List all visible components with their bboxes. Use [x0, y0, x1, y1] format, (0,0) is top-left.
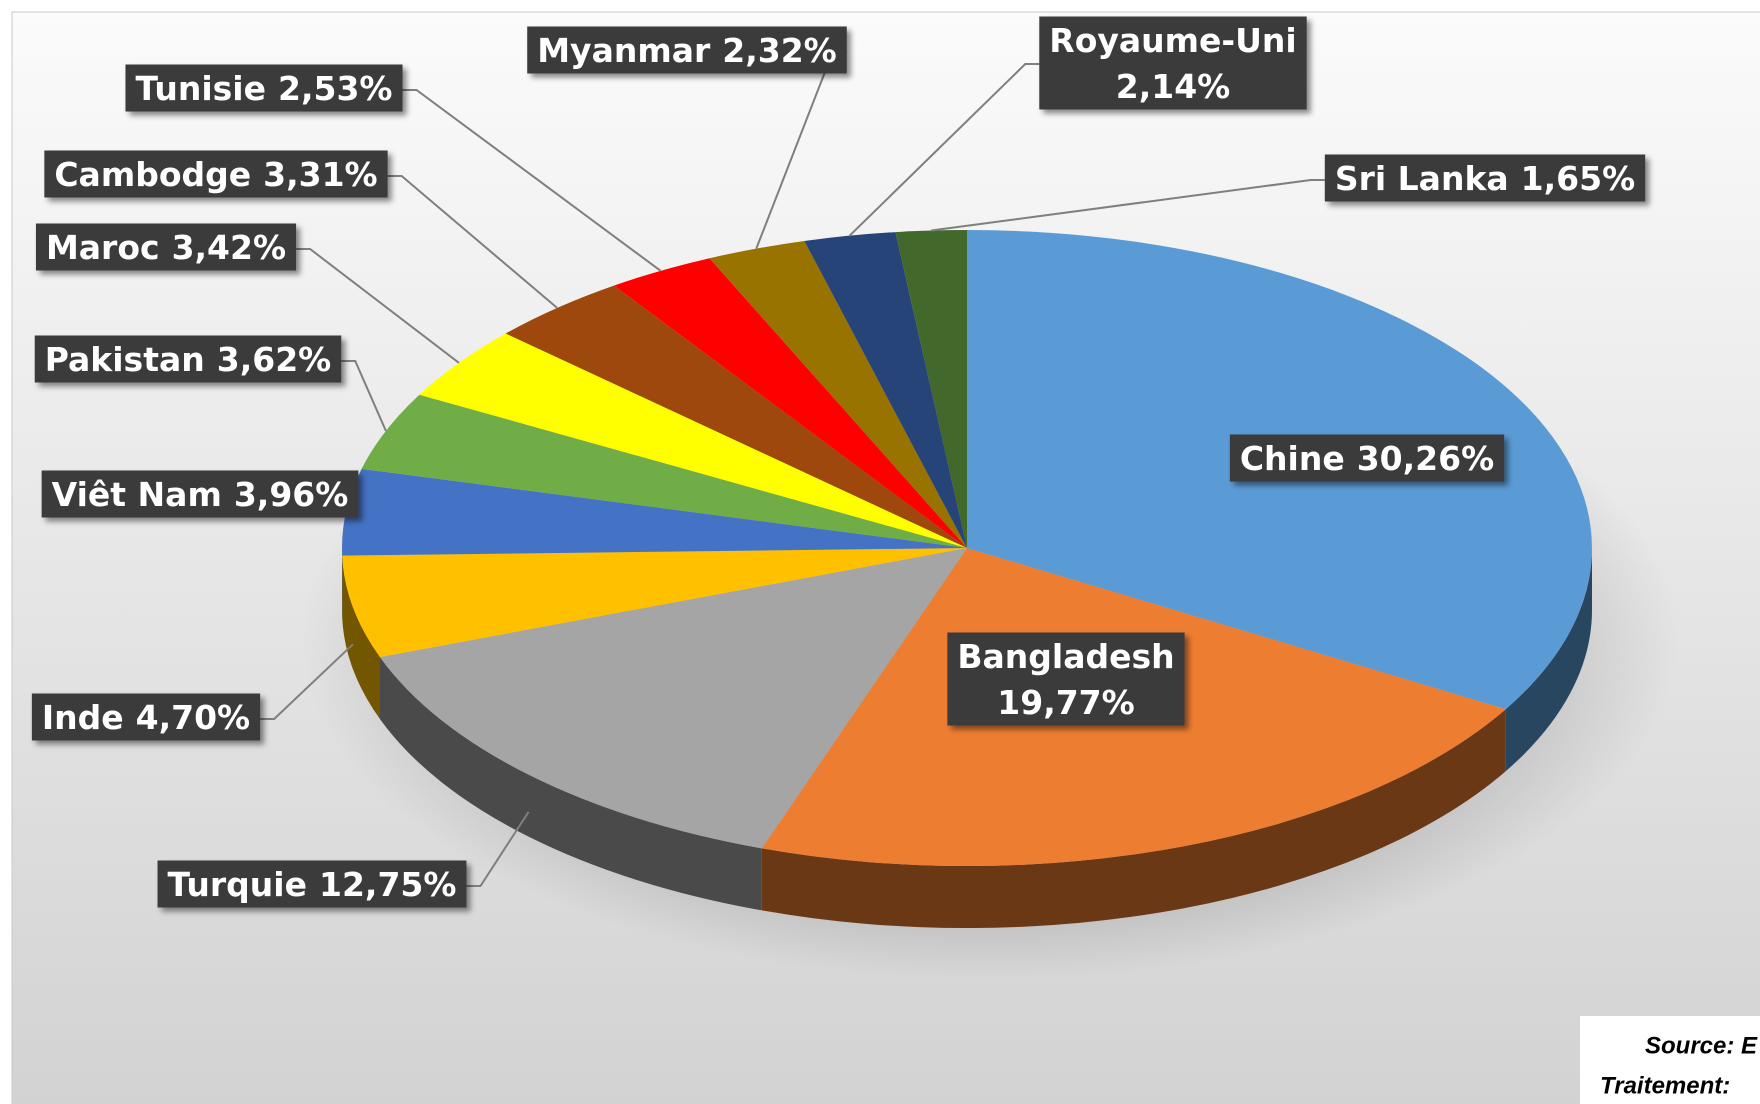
data-label: Pakistan 3,62% [34, 335, 342, 383]
slice [361, 394, 968, 548]
label-name: Sri Lanka [1335, 159, 1509, 198]
label-value: 2,14% [1116, 67, 1231, 106]
slice [505, 285, 967, 548]
data-label: Turquie 12,75% [157, 860, 467, 908]
label-name: Chine [1240, 439, 1345, 478]
label-box [1229, 434, 1505, 482]
leader-line [341, 360, 387, 432]
data-label: Maroc 3,42% [35, 223, 297, 271]
leader-line [931, 179, 1325, 232]
label-name: Pakistan [45, 340, 205, 379]
label-value: 3,62% [217, 340, 332, 379]
slice-side [1505, 548, 1592, 772]
data-label: Chine 30,26% [1229, 434, 1505, 482]
label-name: Myanmar [537, 31, 711, 70]
label-text: Maroc 3,42% [46, 228, 286, 267]
leader-line [260, 643, 354, 720]
label-value: 3,96% [234, 475, 349, 514]
slice-side [342, 555, 380, 720]
label-name: Tunisie [135, 69, 266, 108]
label-name: Viêt Nam [52, 475, 222, 514]
label-value: 3,42% [172, 228, 287, 267]
label-text: Myanmar 2,32% [537, 31, 837, 70]
label-text: Cambodge 3,31% [54, 155, 377, 194]
label-value: 4,70% [136, 698, 251, 737]
data-label: Tunisie 2,53% [125, 64, 403, 112]
slice-side [380, 657, 762, 911]
slice [380, 548, 967, 849]
label-value: 12,75% [319, 865, 456, 904]
label-box [947, 632, 1185, 726]
pie [342, 230, 1592, 929]
data-label: Inde 4,70% [31, 693, 261, 741]
data-label: Bangladesh 19,77% [947, 632, 1185, 726]
label-name: Turquie [168, 865, 307, 904]
data-label: Sri Lanka 1,65% [1324, 154, 1646, 202]
label-text: Turquie 12,75% [168, 865, 457, 904]
label-name: Maroc [46, 228, 160, 267]
leader-line [387, 175, 558, 309]
label-box [1324, 154, 1646, 202]
label-box [31, 693, 261, 741]
label-name: Bangladesh [957, 637, 1174, 676]
label-name: Cambodge [54, 155, 251, 194]
labels: Chine 30,26% Bangladesh 19,77% Turquie 12,75%… [31, 16, 1646, 908]
label-box [44, 150, 388, 198]
leader-line [466, 811, 530, 887]
label-name: Inde [42, 698, 124, 737]
slice [895, 230, 967, 548]
label-box [34, 335, 342, 383]
label-text: Royaume-Uni 2,14% [1049, 21, 1296, 106]
label-text: Pakistan 3,62% [45, 340, 332, 379]
label-name: Royaume-Uni [1049, 21, 1296, 60]
data-label: Myanmar 2,32% [527, 26, 847, 74]
label-value: 19,77% [997, 683, 1134, 722]
source: Source: E [1645, 1032, 1758, 1059]
label-value: 2,53% [278, 69, 393, 108]
source-box [1580, 1016, 1760, 1104]
data-label: Royaume-Uni 2,14% [1039, 16, 1307, 110]
slice [419, 333, 967, 548]
label-value: 1,65% [1521, 159, 1636, 198]
label-box [35, 223, 297, 271]
label-box [125, 64, 403, 112]
leader-line [848, 63, 1040, 237]
slice [613, 258, 967, 548]
slice [804, 232, 967, 548]
treatment: Traitement: [1600, 1072, 1730, 1099]
leader-line [296, 248, 460, 364]
label-value: 3,31% [263, 155, 378, 194]
label-box [527, 26, 847, 74]
label-value: 2,32% [722, 31, 837, 70]
label-text: Tunisie 2,53% [135, 69, 392, 108]
slice-side [761, 709, 1506, 929]
data-label: Viêt Nam 3,96% [41, 470, 359, 518]
label-text: Inde 4,70% [42, 698, 250, 737]
label-box [41, 470, 359, 518]
label-box [157, 860, 467, 908]
label-box [1039, 16, 1307, 110]
label-text: Bangladesh 19,77% [957, 637, 1174, 722]
data-label: Cambodge 3,31% [44, 150, 388, 198]
slice [342, 548, 967, 658]
slice [709, 241, 967, 548]
leader-line [402, 89, 662, 272]
label-text: Viêt Nam 3,96% [52, 475, 349, 514]
label-text: Sri Lanka 1,65% [1335, 159, 1635, 198]
slice [342, 468, 967, 556]
label-value: 30,26% [1357, 439, 1494, 478]
label-text: Chine 30,26% [1240, 439, 1494, 478]
